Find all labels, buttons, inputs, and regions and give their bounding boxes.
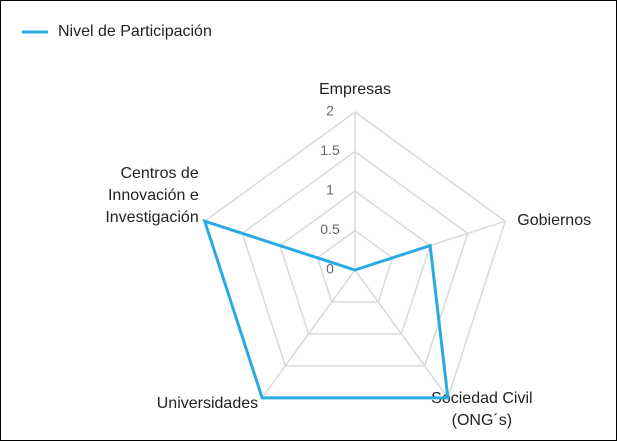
tick-label: 2	[326, 103, 334, 119]
tick-label: 1	[326, 182, 334, 198]
tick-label: 0.5	[320, 221, 340, 237]
series-line	[202, 218, 450, 400]
category-label: Sociedad Civil (ONG´s)	[431, 390, 532, 429]
grid-ring	[316, 229, 394, 303]
spoke	[354, 269, 449, 399]
grid-ring	[278, 190, 432, 335]
tick-label: 0	[326, 261, 334, 277]
legend-label: Nivel de Participación	[58, 23, 212, 40]
spoke	[261, 269, 356, 399]
tick-label: 1.5	[320, 142, 340, 158]
category-label: Universidades	[157, 395, 258, 412]
category-label: Gobiernos	[517, 212, 591, 229]
grid-ring	[241, 150, 469, 367]
category-label: Centros de Innovación e Investigación	[105, 165, 198, 226]
category-label: Empresas	[319, 81, 391, 98]
